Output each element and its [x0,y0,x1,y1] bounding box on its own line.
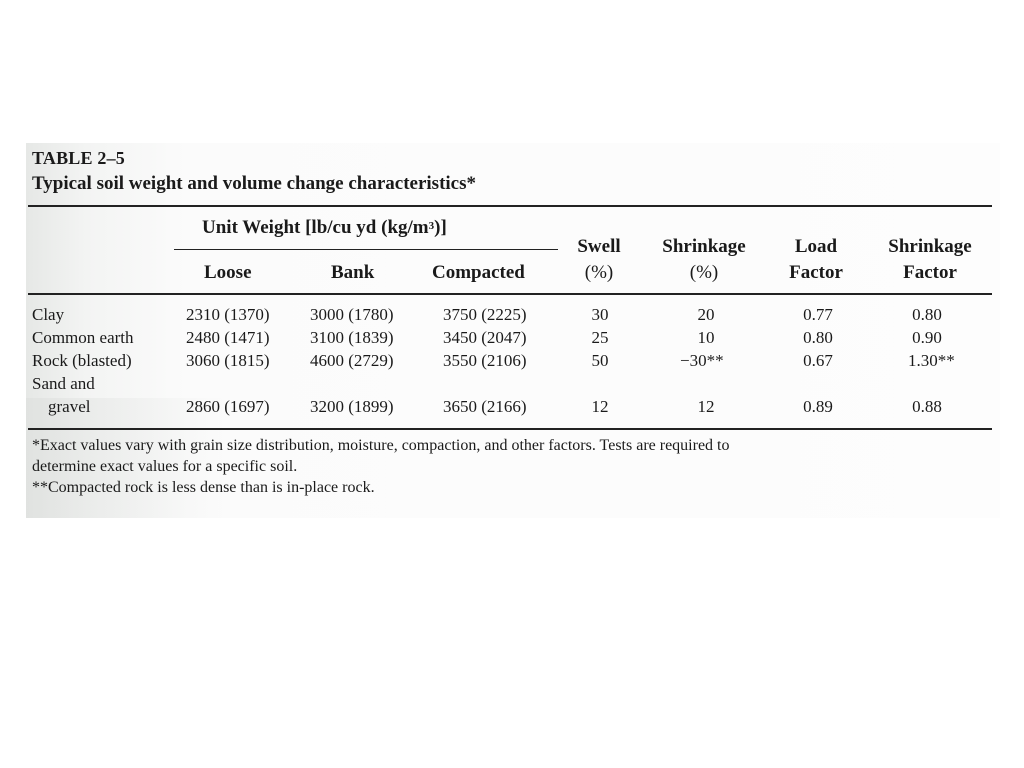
header-loose: Loose [204,262,252,283]
row-sand-gravel-material-line2: gravel [48,397,91,416]
unit-weight-rule [174,249,558,251]
row-common-earth-compacted: 3450 (2047) [443,328,527,347]
top-rule [28,205,992,207]
row-clay-bank: 3000 (1780) [310,305,394,324]
row-clay-swell: 30 [591,305,609,324]
header-shrinkage-factor: Shrinkage [888,236,972,257]
row-rock-shrinkage-factor: 1.30** [908,351,955,370]
row-clay-shrinkage-factor: 0.80 [912,305,942,324]
footer-rule [28,428,992,430]
row-rock-bank: 4600 (2729) [310,351,394,370]
row-common-earth-load-factor: 0.80 [803,328,833,347]
header-bank: Bank [331,262,375,283]
row-sand-gravel-loose: 2860 (1697) [186,397,270,416]
row-common-earth-loose: 2480 (1471) [186,328,270,347]
table-label: TABLE 2–5 [32,148,125,168]
header-shrinkage: Shrinkage [662,236,746,257]
row-clay-compacted: 3750 (2225) [443,305,527,324]
table-title: Typical soil weight and volume change ch… [32,173,477,194]
header-swell: Swell [577,236,621,257]
row-sand-gravel-load-factor: 0.89 [803,397,833,416]
footnote-1-line1: *Exact values vary with grain size distr… [32,437,730,454]
footnote-1-line2: determine exact values for a specific so… [32,458,298,475]
scanned-table-image: TABLE 2–5 Typical soil weight and volume… [26,143,1000,518]
header-shrinkage-factor-2: Factor [903,262,957,283]
header-compacted: Compacted [432,262,525,283]
row-sand-gravel-material-line1: Sand and [32,374,95,393]
row-common-earth-material: Common earth [32,328,134,347]
row-rock-shrinkage: −30** [680,351,724,370]
row-clay-shrinkage: 20 [697,305,715,324]
row-rock-material: Rock (blasted) [32,351,132,370]
row-rock-swell: 50 [591,351,609,370]
row-rock-loose: 3060 (1815) [186,351,270,370]
footnote-2: **Compacted rock is less dense than is i… [32,479,375,496]
row-sand-gravel-shrinkage: 12 [697,397,715,416]
header-swell-unit: (%) [584,262,614,283]
row-rock-compacted: 3550 (2106) [443,351,527,370]
row-clay-load-factor: 0.77 [803,305,833,324]
row-sand-gravel-compacted: 3650 (2166) [443,397,527,416]
row-clay-loose: 2310 (1370) [186,305,270,324]
header-rule [28,293,992,295]
row-clay-material: Clay [32,305,65,324]
row-sand-gravel-swell: 12 [591,397,609,416]
row-common-earth-bank: 3100 (1839) [310,328,394,347]
row-common-earth-shrinkage-factor: 0.90 [912,328,942,347]
row-sand-gravel-shrinkage-factor: 0.88 [912,397,942,416]
unit-weight-header: Unit Weight [lb/cu yd (kg/m3)] [202,217,447,238]
row-common-earth-shrinkage: 10 [697,328,715,347]
row-rock-load-factor: 0.67 [803,351,833,370]
row-sand-gravel-bank: 3200 (1899) [310,397,394,416]
header-shrinkage-unit: (%) [689,262,719,283]
header-load: Load [794,236,838,257]
row-common-earth-swell: 25 [591,328,609,347]
header-load-factor: Factor [789,262,843,283]
